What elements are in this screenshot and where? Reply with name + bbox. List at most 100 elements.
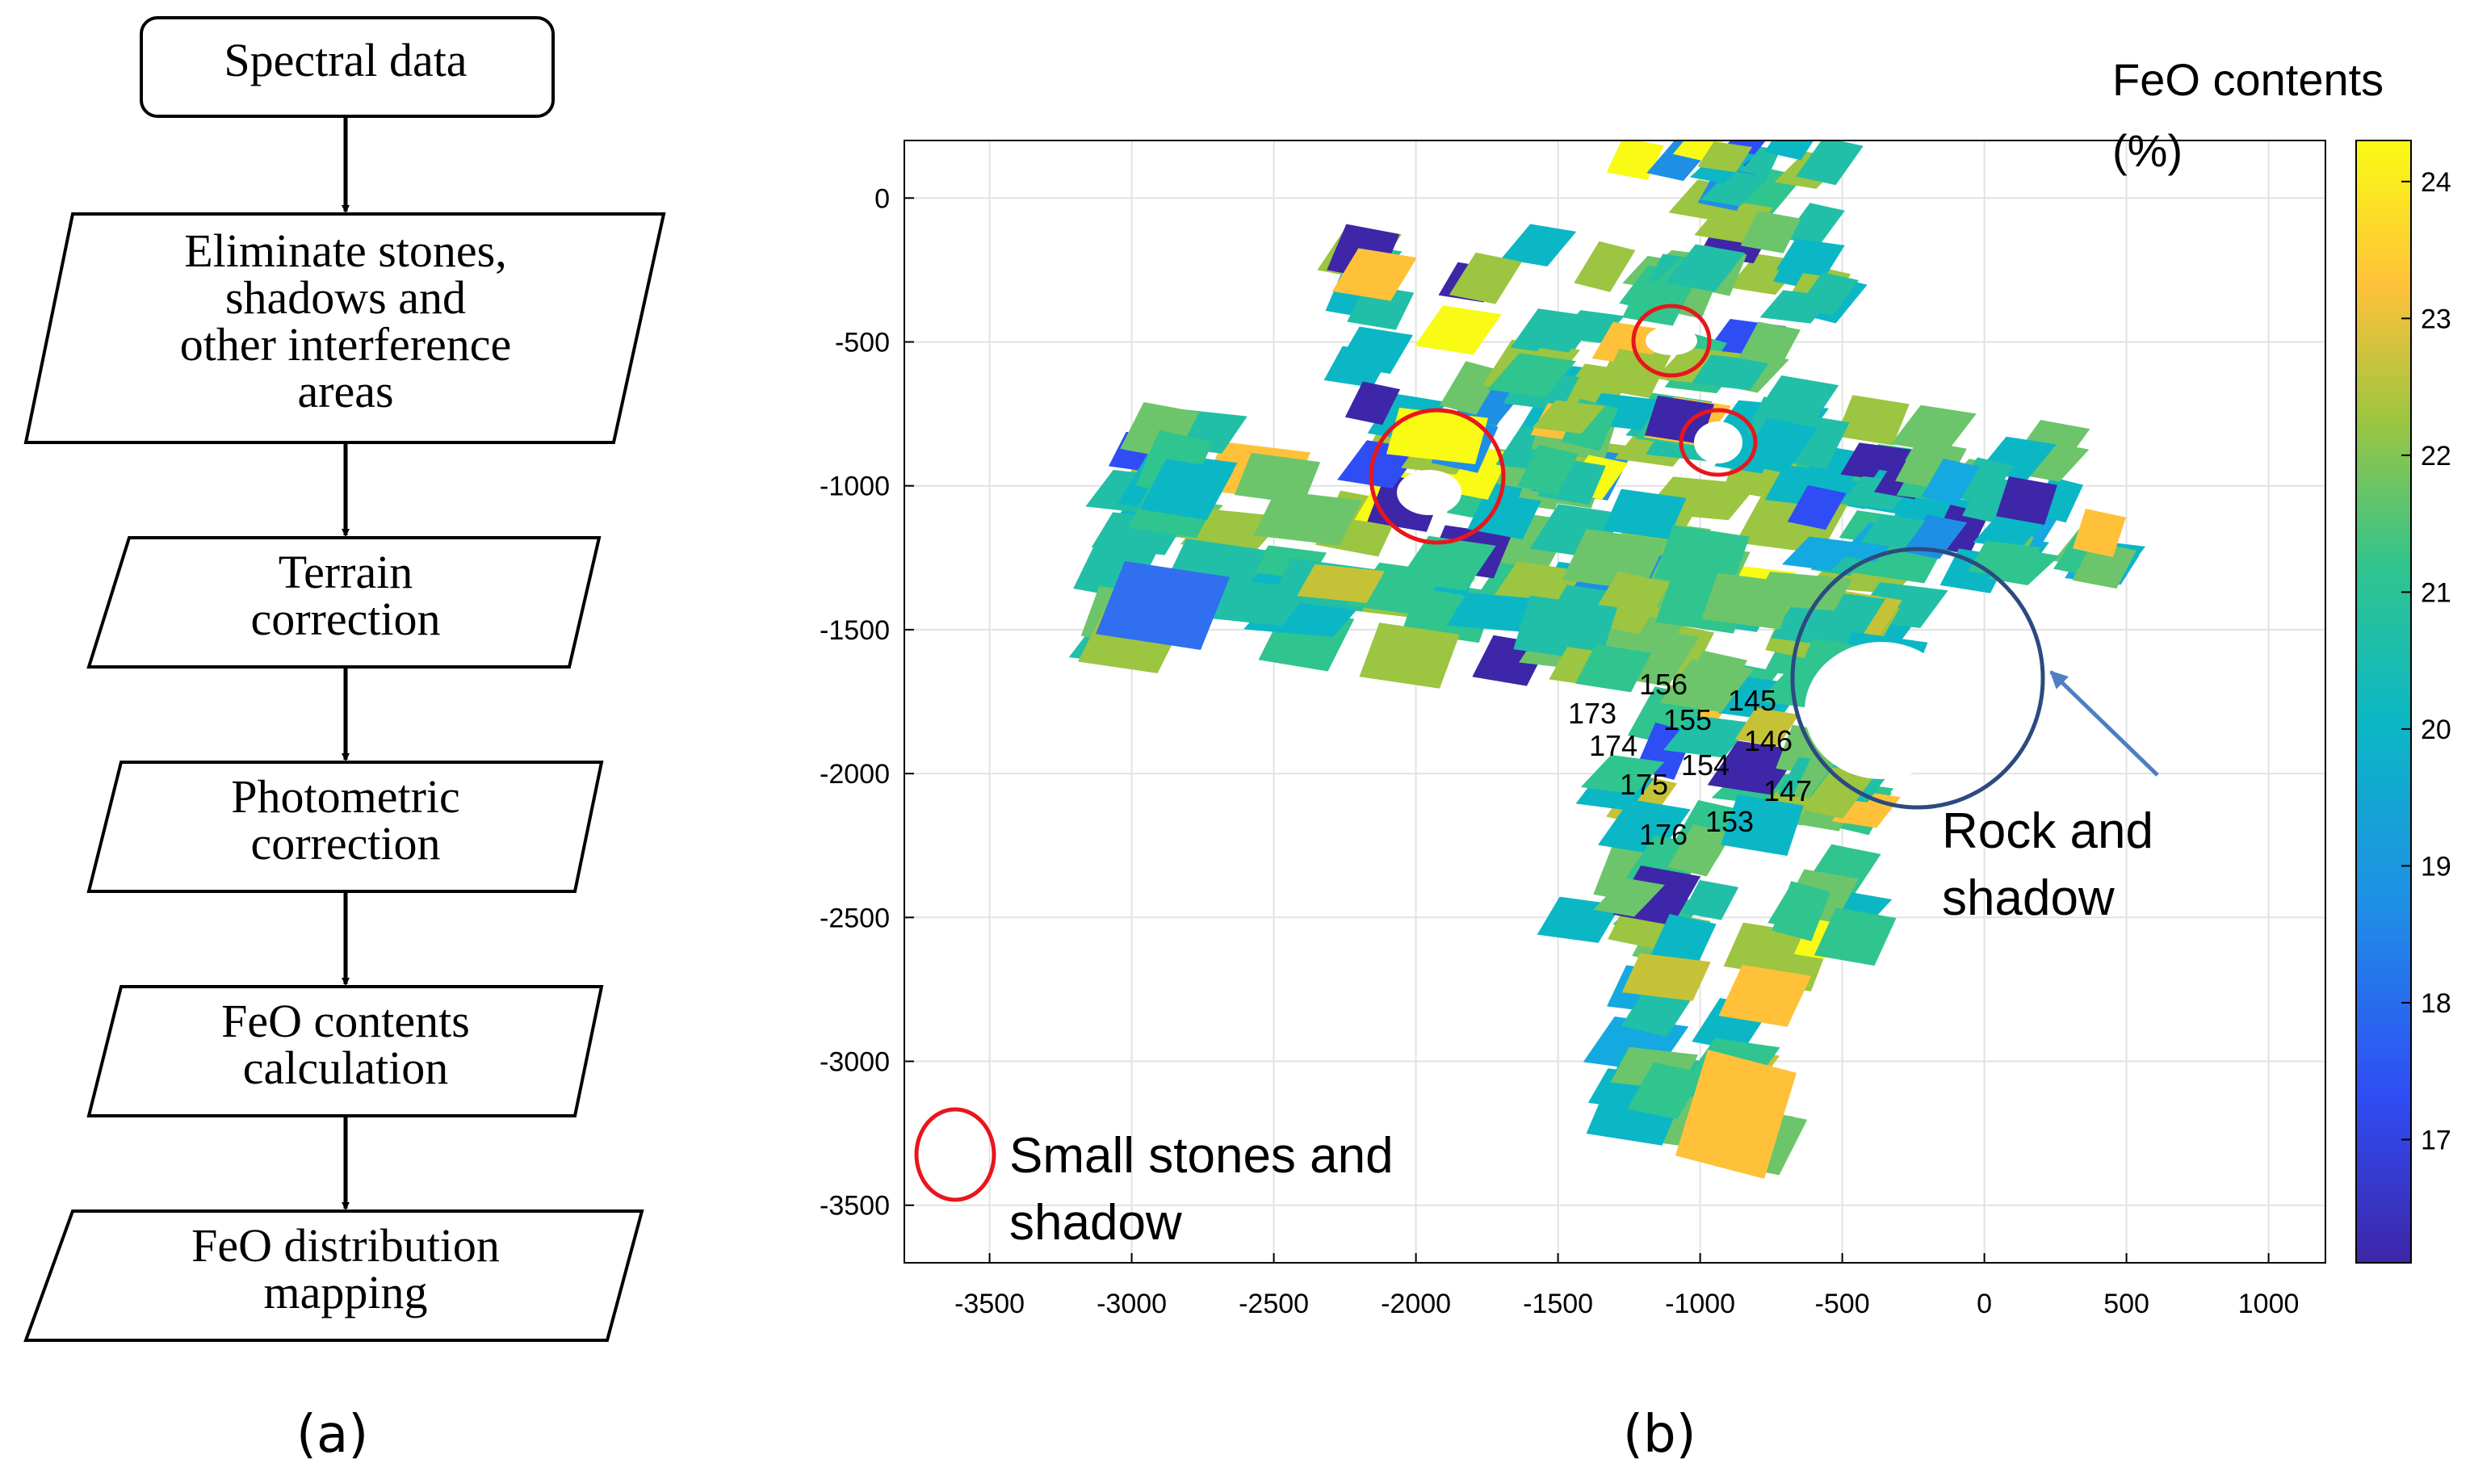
colorbar-tick-label: 23 — [2421, 304, 2451, 334]
feo-patch — [1336, 326, 1413, 374]
legend-red-circle — [914, 1107, 996, 1202]
y-tick-label: -3500 — [820, 1191, 890, 1222]
x-tick-label: -1500 — [1523, 1289, 1593, 1319]
patch-number-label: 175 — [1620, 768, 1668, 801]
flow-text-mapping-1: FeO distribution — [191, 1219, 500, 1272]
blue-circle-rock — [1790, 547, 2045, 810]
flow-step-photometric — [86, 761, 604, 893]
y-tick-label: -500 — [835, 327, 890, 358]
x-tick-label: -2000 — [1381, 1289, 1451, 1319]
feo-patch — [1723, 922, 1805, 976]
y-tick-label: -3000 — [820, 1047, 890, 1078]
feo-patch — [2019, 442, 2090, 482]
feo-patch — [1721, 794, 1804, 857]
rock-text-2: shadow — [1942, 870, 2115, 926]
patch-number-label: 176 — [1639, 818, 1688, 851]
feo-patch — [1517, 445, 1579, 496]
patch-number-label: 146 — [1744, 724, 1793, 757]
patch-number-label: 147 — [1763, 774, 1812, 807]
legend-text-small-2: shadow — [1009, 1195, 1182, 1251]
flow-text-terrain-2: correction — [250, 593, 440, 645]
flow-text-photometric-1: Photometric — [231, 770, 460, 823]
feo-patch — [1691, 354, 1771, 391]
colorbar-tick-label: 17 — [2421, 1125, 2451, 1155]
feo-patch — [1890, 405, 1977, 453]
feo-patch — [1580, 754, 1665, 794]
feo-patch — [1667, 824, 1733, 877]
legend-text-small-1: Small stones and — [1009, 1128, 1394, 1184]
feo-patch — [1682, 879, 1739, 920]
flow-text-eliminate-1: Eliminate stones, — [184, 224, 507, 277]
feo-patch — [1767, 889, 1830, 931]
feo-patch — [1449, 252, 1522, 304]
flow-text-spectral: Spectral data — [224, 34, 467, 86]
masked-region — [1805, 642, 1958, 779]
feo-patch — [1797, 272, 1860, 316]
feo-patch — [1740, 211, 1801, 254]
feo-patch — [1501, 224, 1577, 266]
colorbar-title-1: FeO contents — [2112, 54, 2384, 105]
feo-patch — [1776, 238, 1845, 277]
colorbar-tick-label: 18 — [2421, 988, 2451, 1019]
feo-patch — [1562, 529, 1667, 591]
flow-text-feocalc-1: FeO contents — [221, 995, 470, 1047]
plot-axes-box — [904, 140, 2326, 1264]
feo-patch — [1627, 1062, 1705, 1120]
y-axis-ticks: 0 -500 -1000 -1500 -2000 -2500 -3000 -3500 — [820, 183, 914, 1222]
feo-patch — [1801, 766, 1875, 820]
rock-text-1: Rock and — [1942, 803, 2153, 859]
y-tick-label: -1500 — [820, 615, 890, 646]
feo-patch — [1835, 395, 1910, 446]
colorbar-tick-label: 22 — [2421, 441, 2451, 472]
patch-number-label: 156 — [1639, 668, 1688, 701]
masked-region — [1646, 326, 1697, 355]
colorbar-tick-label: 24 — [2421, 167, 2451, 198]
x-tick-label: -1000 — [1665, 1289, 1735, 1319]
feo-patch — [1735, 417, 1818, 474]
feo-patch — [1654, 525, 1751, 590]
feo-patch — [1648, 913, 1717, 970]
feo-patch — [1621, 953, 1711, 1001]
feo-patch — [1694, 199, 1774, 243]
feo-patch — [1344, 381, 1401, 425]
patch-number-label: 154 — [1681, 748, 1730, 782]
feo-patch — [1513, 595, 1618, 661]
feo-patch — [1532, 400, 1605, 434]
feo-patch — [2072, 542, 2137, 589]
feo-patch — [1701, 572, 1797, 630]
y-tick-label: -1000 — [820, 472, 890, 502]
feo-patch — [1665, 244, 1746, 292]
feo-patch — [1659, 659, 1754, 712]
patch-number-label: 153 — [1705, 805, 1754, 838]
flow-text-eliminate-4: areas — [297, 365, 393, 417]
feo-patch — [1398, 535, 1496, 591]
feo-patch — [1996, 476, 2057, 525]
feo-patch — [1527, 317, 1592, 353]
colorbar-tick-label: 20 — [2421, 715, 2451, 745]
panel-label-b: (b) — [1623, 1405, 1696, 1465]
flow-text-terrain-1: Terrain — [279, 546, 413, 598]
feo-patches — [1068, 140, 2146, 1179]
y-tick-label: -2000 — [820, 759, 890, 790]
x-axis-ticks: -3500 -3000 -2500 -2000 -1500 -1000 -500 0 500 10… — [954, 1253, 2299, 1319]
red-circle-stone — [1369, 408, 1506, 545]
feo-patch — [1675, 1050, 1797, 1179]
feo-patch — [1253, 490, 1362, 546]
feo-patch — [1386, 408, 1488, 464]
feo-patch — [1593, 878, 1665, 917]
flow-text-feocalc-2: calculation — [243, 1042, 448, 1094]
feo-patch — [1814, 908, 1897, 966]
flow-text-photometric-2: correction — [250, 817, 440, 870]
x-tick-label: 500 — [2103, 1289, 2149, 1319]
feo-patch — [1738, 321, 1801, 367]
panel-label-a: (a) — [296, 1405, 369, 1465]
feo-patch — [1139, 459, 1235, 521]
feo-patch — [1645, 396, 1714, 444]
feo-patch — [1096, 561, 1230, 650]
feo-patch — [2073, 509, 2126, 557]
flow-text-eliminate-3: other interference — [180, 318, 512, 371]
patch-number-label: 174 — [1589, 729, 1637, 762]
rock-arrow — [2049, 670, 2159, 777]
x-tick-label: 1000 — [2238, 1289, 2300, 1319]
feo-patch — [1718, 964, 1812, 1027]
